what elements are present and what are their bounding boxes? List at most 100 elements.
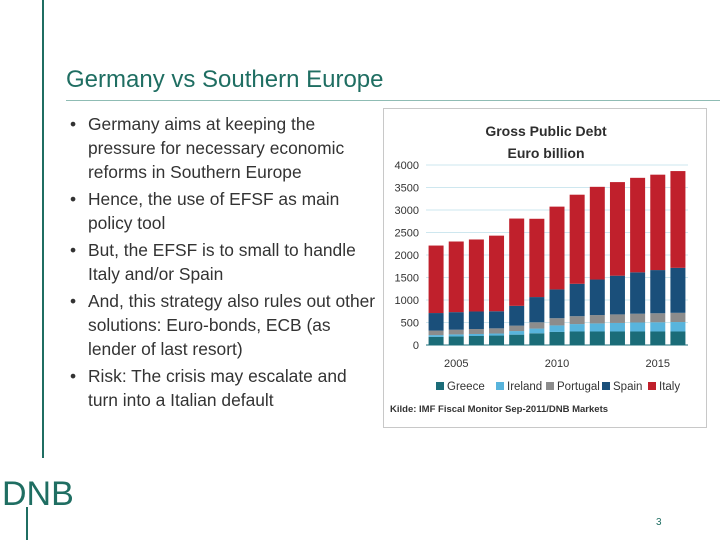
bar-segment-spain: [529, 297, 545, 323]
bar-segment-portugal: [549, 318, 565, 326]
bar-segment-italy: [448, 241, 464, 313]
bar-segment-ireland: [489, 333, 505, 336]
bar-segment-greece: [670, 331, 686, 345]
y-tick-label: 1500: [395, 273, 419, 285]
bar-segment-italy: [428, 245, 444, 314]
bar-segment-greece: [630, 331, 646, 345]
y-tick-label: 3500: [395, 183, 419, 195]
bar-segment-ireland: [509, 331, 525, 335]
legend-label: Portugal: [557, 381, 600, 393]
bar-segment-italy: [589, 186, 605, 280]
chart-subtitle: Euro billion: [508, 145, 585, 161]
bar-segment-ireland: [589, 323, 605, 332]
y-tick-label: 3000: [395, 205, 419, 217]
bar-segment-portugal: [509, 325, 525, 332]
bar-segment-portugal: [448, 329, 464, 335]
x-axis-ticks: 2005 2010 2015: [444, 358, 670, 370]
chart-title: Gross Public Debt: [485, 123, 607, 139]
legend-swatch: [602, 382, 610, 390]
legend-label: Italy: [659, 381, 680, 393]
bullet-item: Germany aims at keeping the pressure for…: [66, 112, 376, 185]
bar-segment-ireland: [650, 322, 666, 332]
bar-segment-ireland: [448, 334, 464, 337]
bar-segment-portugal: [670, 312, 686, 323]
bullet-item: Hence, the use of EFSF as main policy to…: [66, 187, 376, 235]
y-tick-label: 4000: [395, 160, 419, 172]
bar-segment-spain: [509, 305, 525, 326]
legend-swatch: [648, 382, 656, 390]
bar-segment-ireland: [630, 322, 646, 332]
slide-title: Germany vs Southern Europe: [66, 66, 384, 93]
chart-bars: [428, 171, 686, 345]
bar-segment-spain: [650, 270, 666, 314]
bar-segment-greece: [569, 331, 585, 345]
y-tick-label: 1000: [395, 295, 419, 307]
bar-segment-greece: [489, 335, 505, 345]
chart-source: Kilde: IMF Fiscal Monitor Sep-2011/DNB M…: [390, 404, 608, 415]
bar-segment-greece: [468, 336, 484, 345]
bar-segment-portugal: [428, 330, 444, 336]
y-tick-label: 2500: [395, 228, 419, 240]
bar-segment-portugal: [650, 313, 666, 323]
bullet-item: And, this strategy also rules out other …: [66, 289, 376, 362]
bar-segment-spain: [670, 267, 686, 313]
y-axis-ticks: 0 500 1000 1500 2000 2500 3000 3500 4000: [395, 160, 419, 352]
dnb-logo: DNB: [2, 475, 74, 513]
y-tick-label: 2000: [395, 250, 419, 262]
bar-segment-italy: [670, 171, 686, 268]
legend-label: Greece: [447, 381, 485, 393]
bar-segment-spain: [468, 311, 484, 330]
page-number: 3: [656, 517, 662, 528]
y-tick-label: 0: [413, 340, 419, 352]
legend-swatch: [436, 382, 444, 390]
bar-segment-spain: [549, 289, 565, 319]
bar-segment-italy: [549, 206, 565, 290]
vertical-accent-line: [42, 0, 44, 458]
bullet-item: But, the EFSF is to small to handle Ital…: [66, 238, 376, 286]
bar-segment-greece: [549, 331, 565, 345]
bar-segment-ireland: [529, 328, 545, 334]
debt-chart-panel: Gross Public Debt Euro billion 0 500 1000 1…: [383, 108, 707, 428]
bar-segment-greece: [589, 331, 605, 345]
bar-segment-greece: [609, 331, 625, 345]
bar-segment-spain: [489, 311, 505, 329]
bar-segment-italy: [509, 218, 525, 306]
bar-segment-portugal: [468, 329, 484, 334]
bullet-item: Risk: The crisis may escalate and turn i…: [66, 364, 376, 412]
bar-segment-spain: [448, 312, 464, 330]
bar-segment-italy: [650, 174, 666, 271]
bar-segment-italy: [569, 194, 585, 284]
bar-segment-spain: [609, 275, 625, 315]
bar-segment-greece: [448, 336, 464, 345]
bar-segment-italy: [609, 182, 625, 276]
debt-chart: Gross Public Debt Euro billion 0 500 1000 1…: [390, 123, 688, 415]
legend-swatch: [546, 382, 554, 390]
bar-segment-ireland: [670, 322, 686, 332]
x-tick-label: 2010: [545, 358, 569, 370]
x-tick-label: 2005: [444, 358, 468, 370]
bar-segment-greece: [428, 336, 444, 345]
bar-segment-ireland: [609, 322, 625, 332]
bar-segment-portugal: [630, 313, 646, 323]
bar-segment-portugal: [489, 328, 505, 334]
bar-segment-spain: [589, 279, 605, 316]
legend-label: Ireland: [507, 381, 542, 393]
bar-segment-portugal: [589, 315, 605, 324]
bar-segment-italy: [529, 218, 545, 298]
title-divider: [66, 100, 720, 101]
bar-segment-italy: [468, 239, 484, 312]
bar-segment-italy: [489, 235, 505, 312]
bar-segment-portugal: [609, 314, 625, 323]
bar-segment-spain: [630, 272, 646, 314]
legend-swatch: [496, 382, 504, 390]
logo-accent-line: [26, 507, 28, 540]
bar-segment-spain: [428, 313, 444, 331]
x-tick-label: 2015: [646, 358, 670, 370]
bar-segment-greece: [509, 334, 525, 345]
legend-label: Spain: [613, 381, 642, 393]
bar-segment-spain: [569, 283, 585, 317]
bar-segment-portugal: [529, 322, 545, 329]
bar-segment-italy: [630, 177, 646, 273]
y-tick-label: 500: [401, 318, 419, 330]
bar-segment-greece: [529, 333, 545, 345]
